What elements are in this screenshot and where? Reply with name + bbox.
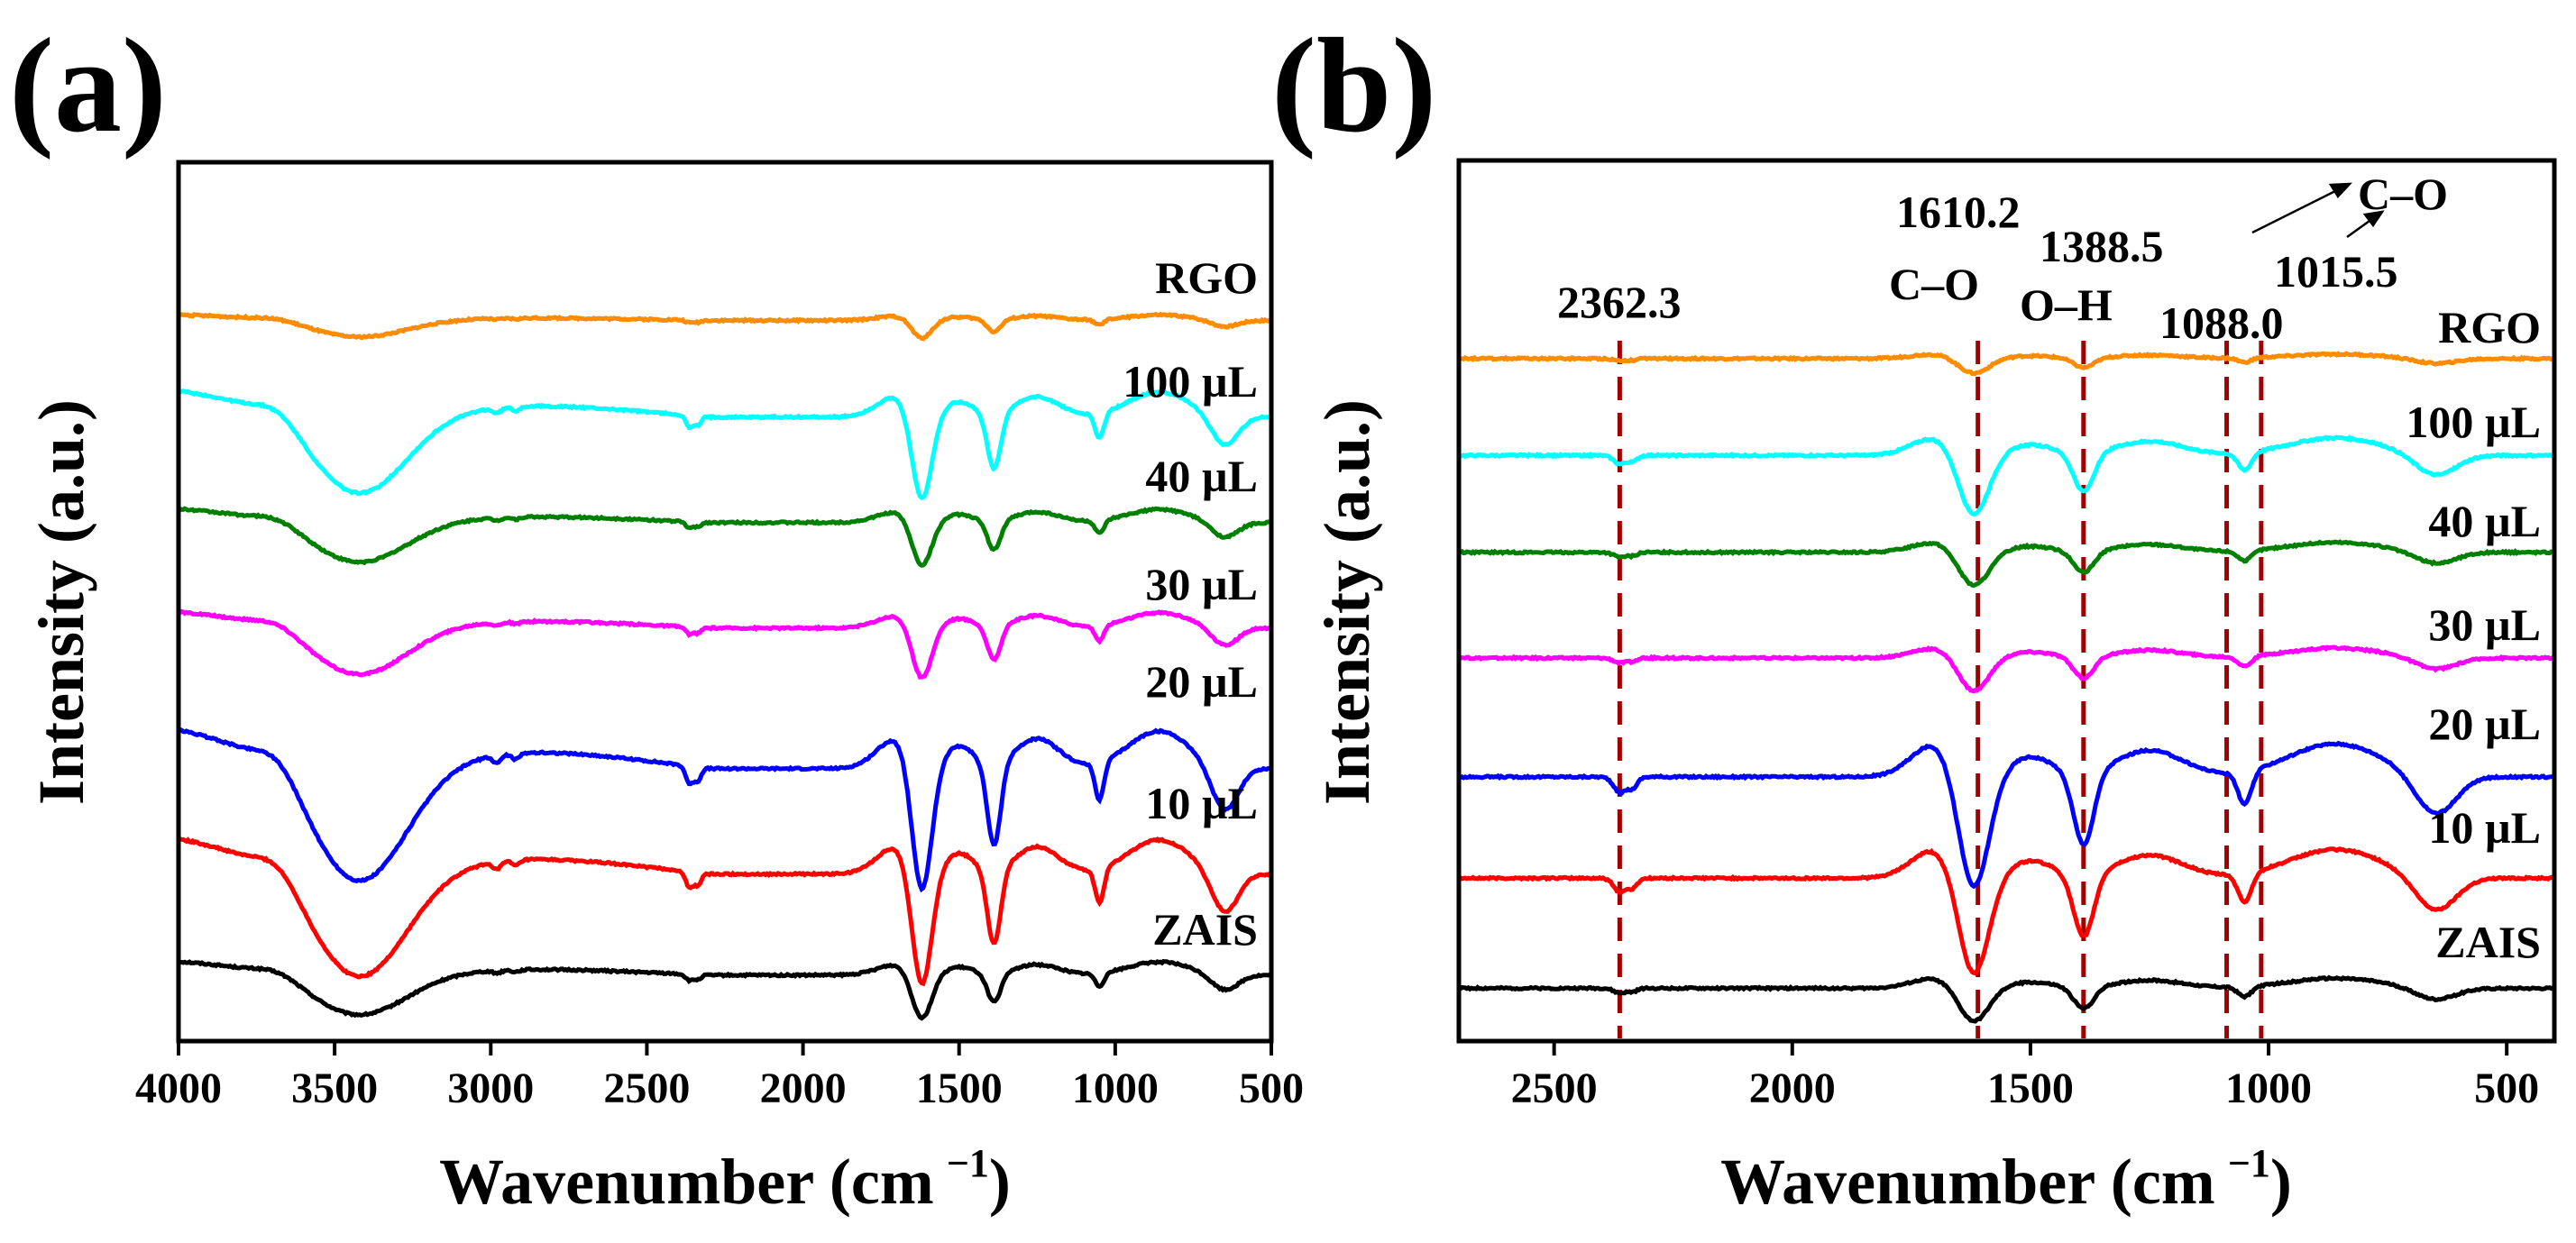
series-line-zais (1458, 974, 2556, 1024)
series-line-30l (178, 608, 1273, 680)
annotation-1388-bond: O–H (2020, 279, 2113, 330)
x-tick-label: 3000 (447, 1065, 534, 1112)
panel-a-xlabel-superscript: −1 (947, 1141, 989, 1185)
panel-b-curves (1457, 351, 2556, 1024)
series-line-rgo (177, 311, 1272, 342)
series-line-40l (178, 506, 1272, 568)
x-tick-label: 2500 (603, 1065, 690, 1112)
x-tick-label: 1000 (2225, 1065, 2312, 1112)
series-label-40l: 40 µL (2428, 496, 2541, 546)
series-line-30l (1458, 644, 2555, 694)
panel-b-x-ticks: 2500 2000 1500 1000 500 (1511, 1041, 2539, 1112)
annotation-1088: 1088.0 (2159, 297, 2284, 348)
annotation-1015: 1015.5 (2274, 246, 2398, 297)
series-line-zais (178, 958, 1272, 1021)
panel-a-curves (177, 311, 1273, 1021)
series-label-zais: ZAIS (1152, 904, 1258, 955)
series-line-100l (1457, 434, 2556, 517)
series-label-10l: 10 µL (2428, 802, 2541, 853)
x-tick-label: 4000 (135, 1065, 222, 1112)
x-tick-label: 500 (2474, 1065, 2539, 1112)
series-line-100l (177, 388, 1271, 500)
panel-a-frame (176, 160, 1274, 1044)
annotation-arrows (2251, 182, 2385, 239)
x-tick-label: 2500 (1511, 1065, 1598, 1112)
series-label-20l: 20 µL (1145, 656, 1258, 707)
arrow-2-head (2362, 210, 2385, 228)
panel-b-xlabel-main: Wavenumber (cm (1720, 1146, 2215, 1218)
x-tick-label: 1500 (1987, 1065, 2074, 1112)
series-line-10l (1458, 846, 2556, 976)
panel-b: (b) 2500 2000 1500 1000 500 ZAIS 10 µL 20 µL 30… (1271, 11, 2557, 1218)
panel-b-frame (1456, 158, 2557, 1044)
series-label-rgo: RGO (2438, 302, 2541, 352)
series-line-40l (1458, 539, 2555, 589)
annotation-1610-bond: C–O (1889, 259, 1979, 309)
series-label-rgo: RGO (1155, 252, 1258, 303)
x-tick-label: 500 (1239, 1065, 1304, 1112)
series-line-rgo (1458, 351, 2555, 377)
panel-a-xlabel-main: Wavenumber (cm (439, 1146, 934, 1218)
panel-a-x-axis-title: Wavenumber (cm −1) (439, 1141, 1011, 1218)
series-label-zais: ZAIS (2435, 917, 2541, 967)
panel-a-label: (a) (9, 11, 167, 160)
arrow-1-head (2328, 182, 2353, 199)
series-label-100l: 100 µL (1123, 356, 1258, 407)
panel-a-series-labels: ZAIS 10 µL 20 µL 30 µL 40 µL 100 µL RGO (1123, 252, 1258, 955)
series-line-20l (178, 727, 1272, 893)
arrow-1-line (2251, 186, 2343, 234)
annotation-1388: 1388.5 (2040, 221, 2164, 271)
series-label-30l: 30 µL (1145, 559, 1258, 609)
panel-b-x-axis-title: Wavenumber (cm −1) (1720, 1141, 2292, 1218)
series-label-20l: 20 µL (2428, 699, 2541, 749)
series-label-10l: 10 µL (1145, 778, 1258, 828)
annotation-co-bond: C–O (2358, 169, 2448, 219)
x-tick-label: 1000 (1072, 1065, 1159, 1112)
panel-b-series-labels: ZAIS 10 µL 20 µL 30 µL 40 µL 100 µL RGO (2406, 302, 2541, 967)
series-label-40l: 40 µL (1145, 451, 1258, 501)
panel-b-y-axis-title: Intensity (a.u.) (1311, 399, 1383, 805)
series-line-20l (1458, 740, 2555, 890)
panel-a-x-ticks: 4000 3500 3000 2500 2000 1500 1000 500 (135, 1041, 1304, 1112)
x-tick-label: 1500 (916, 1065, 1003, 1112)
panel-b-label: (b) (1271, 11, 1436, 160)
x-tick-label: 3500 (291, 1065, 378, 1112)
x-tick-label: 2000 (1749, 1065, 1836, 1112)
panel-b-xlabel-superscript: −1 (2228, 1141, 2270, 1185)
annotation-2362: 2362.3 (1557, 277, 1682, 327)
panel-a: (a) 4000 3500 3000 2500 2000 1500 1000 500 ZAIS… (9, 11, 1304, 1218)
x-tick-label: 2000 (760, 1065, 847, 1112)
series-label-30l: 30 µL (2428, 599, 2541, 650)
panel-b-reference-lines (1617, 341, 2264, 1038)
annotation-1610: 1610.2 (1896, 187, 2021, 237)
panel-a-xlabel-end: ) (989, 1146, 1011, 1218)
series-line-10l (178, 836, 1272, 987)
series-label-100l: 100 µL (2406, 397, 2541, 447)
panel-a-y-axis-title: Intensity (a.u.) (25, 399, 97, 805)
panel-b-xlabel-end: ) (2270, 1146, 2292, 1218)
